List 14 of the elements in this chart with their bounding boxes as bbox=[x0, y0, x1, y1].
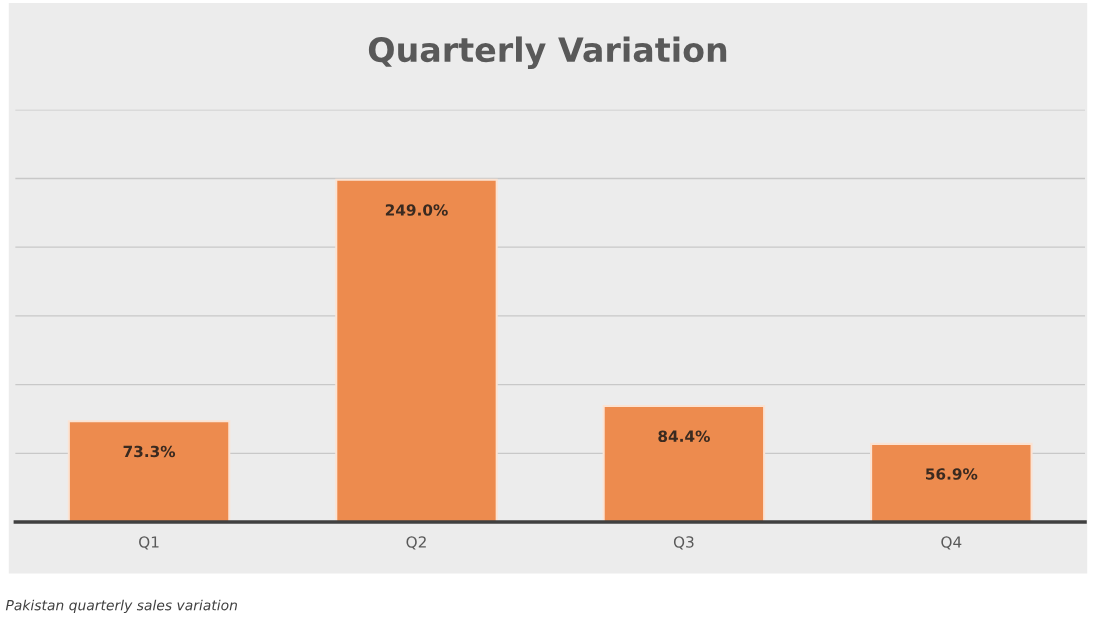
text: Pakistan quarterly sales variation bbox=[5, 599, 237, 614]
chart-title: Quarterly Variation bbox=[368, 36, 727, 69]
x-tick-label: Q2 bbox=[406, 536, 426, 550]
bar bbox=[335, 178, 498, 523]
x-tick-label: Q3 bbox=[673, 536, 694, 550]
bar bbox=[870, 442, 1033, 523]
x-tick-label: Q1 bbox=[139, 536, 159, 550]
bar bbox=[602, 405, 766, 523]
data-label: 84.4% bbox=[658, 430, 710, 442]
data-label: 73.3% bbox=[123, 445, 176, 458]
bar bbox=[67, 420, 231, 523]
x-tick-label: Q4 bbox=[941, 536, 962, 550]
data-label: 56.9% bbox=[926, 468, 978, 480]
data-label: 249.0% bbox=[385, 204, 448, 216]
